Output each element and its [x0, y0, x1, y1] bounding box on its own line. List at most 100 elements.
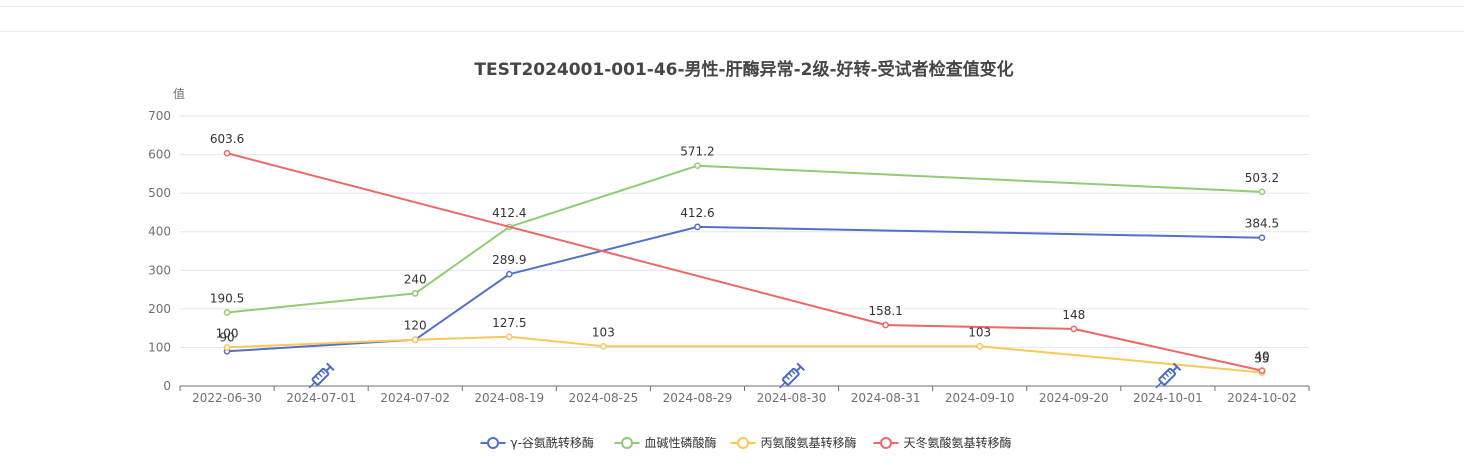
legend[interactable]: γ-谷氨酰转移酶 血碱性磷酸酶 丙氨酸氨基转移酶 天冬氨酸氨基转移酶 — [480, 435, 1012, 450]
syringe-tick — [320, 369, 326, 375]
data-point — [976, 342, 984, 350]
data-label: 103 — [592, 325, 615, 339]
data-point — [694, 162, 701, 170]
legend-label: 血碱性磷酸酶 — [645, 435, 717, 450]
syringe-handle — [326, 362, 335, 372]
y-tick-label: 500 — [148, 186, 171, 200]
y-tick-label: 0 — [163, 379, 171, 393]
legend-item[interactable]: 血碱性磷酸酶 — [614, 435, 717, 450]
data-label: 571.2 — [680, 145, 714, 159]
data-point — [1070, 325, 1078, 333]
syringe-tick — [791, 369, 796, 375]
data-label: 90 — [219, 330, 234, 344]
x-tick-label: 2024-08-31 — [851, 391, 921, 405]
x-axis: 2022-06-30 2024-07-01 2024-07-02 2024-08-19… — [179, 385, 1310, 405]
data-label: 103 — [968, 325, 991, 339]
series-lines — [223, 149, 1266, 376]
data-point — [411, 290, 419, 297]
data-point — [223, 149, 231, 157]
x-tick-label: 2024-08-29 — [663, 391, 733, 405]
legend-label: γ-谷氨酰转移酶 — [511, 435, 594, 450]
syringe-needle — [778, 381, 786, 389]
data-point — [600, 342, 607, 350]
x-tick-label: 2024-08-30 — [757, 391, 827, 405]
syringe-needle — [308, 381, 316, 389]
dose-markers — [308, 362, 1182, 389]
data-point — [223, 309, 231, 316]
data-label: 148 — [1062, 308, 1085, 322]
syringe-handle — [796, 362, 805, 372]
data-point — [1258, 234, 1266, 242]
y-tick-label: 600 — [148, 148, 171, 162]
data-label: 35 — [1254, 352, 1269, 366]
syringe-icon — [778, 362, 805, 389]
legend-item[interactable]: 丙氨酸氨基转移酶 — [730, 435, 857, 450]
legend-item[interactable]: γ-谷氨酰转移酶 — [480, 435, 594, 450]
data-labels: 90 120 289.9 412.6 384.5 190.5 240 412.4 571.2 50… — [210, 132, 1279, 365]
data-label: 384.5 — [1245, 217, 1279, 231]
legend-marker — [880, 437, 892, 449]
y-tick-label: 400 — [148, 225, 171, 239]
y-tick-label: 700 — [148, 109, 171, 123]
data-label: 158.1 — [868, 304, 902, 318]
syringe-icon — [1155, 362, 1182, 389]
data-label: 190.5 — [210, 292, 244, 306]
legend-marker — [737, 437, 749, 449]
syringe-needle — [1155, 381, 1163, 389]
data-label: 120 — [404, 319, 427, 333]
series-line-1 — [226, 164, 1263, 314]
syringe-icon — [308, 362, 335, 389]
legend-label: 丙氨酸氨基转移酶 — [761, 435, 857, 450]
data-label: 40 — [1254, 350, 1269, 364]
data-label: 127.5 — [492, 316, 526, 330]
x-tick-label: 2024-10-02 — [1227, 391, 1297, 405]
x-tick-label: 2024-09-20 — [1039, 391, 1109, 405]
data-label: 412.6 — [680, 206, 714, 220]
data-label: 289.9 — [492, 253, 526, 267]
syringe-tick — [785, 375, 790, 381]
x-tick-label: 2024-08-19 — [474, 391, 544, 405]
data-label: 412.4 — [492, 206, 526, 220]
syringe-tick — [317, 372, 323, 378]
data-point — [505, 270, 513, 278]
data-label: 100 — [216, 326, 239, 340]
syringe-plunger — [1172, 366, 1178, 372]
legend-marker — [621, 437, 633, 449]
data-point — [882, 321, 889, 329]
y-tick-label: 100 — [148, 340, 171, 354]
x-tick-label: 2024-07-02 — [380, 391, 450, 405]
x-tick-label: 2024-07-01 — [286, 391, 356, 405]
series-line-2 — [226, 335, 1263, 374]
data-point — [1258, 367, 1266, 374]
grid-lines — [180, 115, 1309, 348]
data-point — [505, 333, 513, 341]
data-point — [694, 223, 701, 231]
syringe-tick — [314, 375, 320, 381]
y-axis-name: 值 — [173, 86, 185, 101]
legend-label: 天冬氨酸氨基转移酶 — [904, 435, 1012, 450]
y-tick-label: 300 — [148, 263, 171, 277]
syringe-tick — [1167, 369, 1172, 375]
x-tick-label: 2024-10-01 — [1133, 391, 1203, 405]
chart-title: TEST2024001-001-46-男性-肝酶异常-2级-好转-受试者检查值变… — [474, 59, 1013, 80]
legend-item[interactable]: 天冬氨酸氨基转移酶 — [873, 435, 1012, 450]
x-tick-label: 2024-09-10 — [945, 391, 1015, 405]
syringe-tick — [1164, 372, 1170, 378]
y-axis-ticks: 0 100 200 300 400 500 600 700 — [148, 109, 171, 393]
data-point — [411, 336, 419, 344]
top-divider — [0, 6, 1464, 7]
syringe-tick — [1161, 375, 1167, 381]
data-point — [223, 344, 231, 351]
series-line-3 — [226, 152, 1263, 372]
legend-marker — [487, 437, 499, 449]
data-label: 240 — [404, 272, 427, 286]
header-divider — [0, 31, 1464, 32]
data-point — [1258, 188, 1266, 196]
y-tick-label: 200 — [148, 302, 171, 316]
x-tick-label: 2024-08-25 — [569, 391, 639, 405]
x-tick-label: 2022-06-30 — [192, 391, 262, 405]
syringe-tick — [788, 372, 793, 378]
data-label: 603.6 — [210, 132, 244, 146]
syringe-handle — [1172, 362, 1182, 372]
